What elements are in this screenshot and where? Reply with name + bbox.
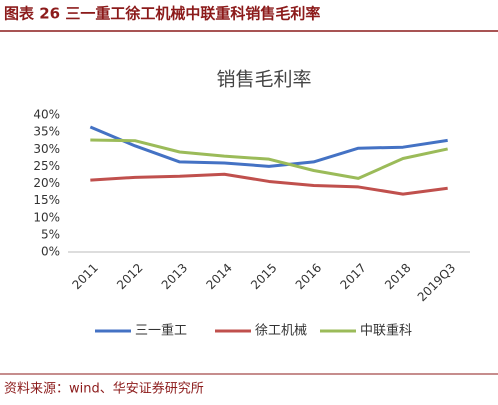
y-tick-label: 10% — [33, 210, 60, 224]
x-tick-label: 2015 — [248, 261, 279, 292]
y-tick-label: 35% — [33, 125, 60, 139]
source-note: 资料来源：wind、华安证券研究所 — [4, 381, 204, 397]
data-line — [89, 125, 448, 168]
data-line — [90, 138, 448, 180]
chart-title: 销售毛利率 — [216, 69, 311, 91]
y-tick-label: 20% — [33, 176, 60, 190]
y-tick-label: 30% — [33, 142, 60, 156]
legend-label: 中联重科 — [360, 323, 412, 339]
y-tick-label: 5% — [41, 227, 60, 241]
figure-title: 图表 26 三一重工徐工机械中联重科销售毛利率 — [4, 5, 320, 23]
x-tick-label: 2011 — [69, 261, 100, 292]
x-tick-label: 2019Q3 — [415, 261, 459, 305]
y-tick-label: 15% — [33, 193, 60, 207]
legend-label: 三一重工 — [135, 323, 187, 339]
data-line — [90, 172, 448, 196]
y-tick-label: 0% — [41, 245, 60, 259]
legend-label: 徐工机械 — [255, 324, 307, 339]
x-tick-label: 2018 — [382, 261, 413, 292]
x-tick-label: 2016 — [293, 261, 324, 292]
y-tick-label: 40% — [33, 108, 60, 122]
x-tick-label: 2012 — [114, 261, 145, 292]
x-tick-label: 2017 — [337, 261, 368, 292]
x-tick-label: 2013 — [159, 261, 190, 292]
x-tick-label: 2014 — [203, 261, 234, 292]
y-tick-label: 25% — [33, 159, 60, 173]
